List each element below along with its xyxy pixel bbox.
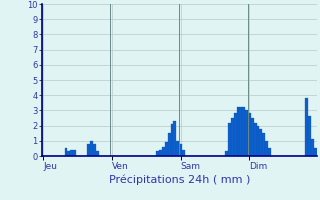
- X-axis label: Précipitations 24h ( mm ): Précipitations 24h ( mm ): [108, 175, 250, 185]
- Bar: [87, 144, 90, 156]
- Bar: [179, 144, 182, 156]
- Bar: [168, 133, 171, 156]
- Bar: [234, 113, 236, 156]
- Bar: [245, 110, 248, 156]
- Bar: [308, 116, 311, 156]
- Bar: [173, 121, 176, 156]
- Bar: [162, 147, 165, 156]
- Bar: [248, 113, 251, 156]
- Bar: [176, 141, 179, 156]
- Bar: [159, 150, 162, 156]
- Bar: [268, 148, 271, 156]
- Bar: [171, 124, 173, 156]
- Bar: [265, 141, 268, 156]
- Bar: [156, 151, 159, 156]
- Bar: [260, 129, 262, 156]
- Bar: [254, 123, 257, 156]
- Bar: [73, 150, 76, 156]
- Bar: [257, 126, 260, 156]
- Bar: [228, 123, 231, 156]
- Bar: [262, 133, 265, 156]
- Bar: [305, 98, 308, 156]
- Bar: [242, 107, 245, 156]
- Bar: [251, 118, 254, 156]
- Bar: [96, 151, 99, 156]
- Bar: [236, 107, 239, 156]
- Bar: [182, 150, 185, 156]
- Bar: [165, 142, 168, 156]
- Bar: [311, 139, 314, 156]
- Bar: [314, 148, 317, 156]
- Bar: [239, 107, 242, 156]
- Bar: [93, 144, 96, 156]
- Bar: [68, 151, 70, 156]
- Bar: [65, 148, 68, 156]
- Bar: [225, 151, 228, 156]
- Bar: [231, 118, 234, 156]
- Bar: [70, 150, 73, 156]
- Bar: [90, 141, 93, 156]
